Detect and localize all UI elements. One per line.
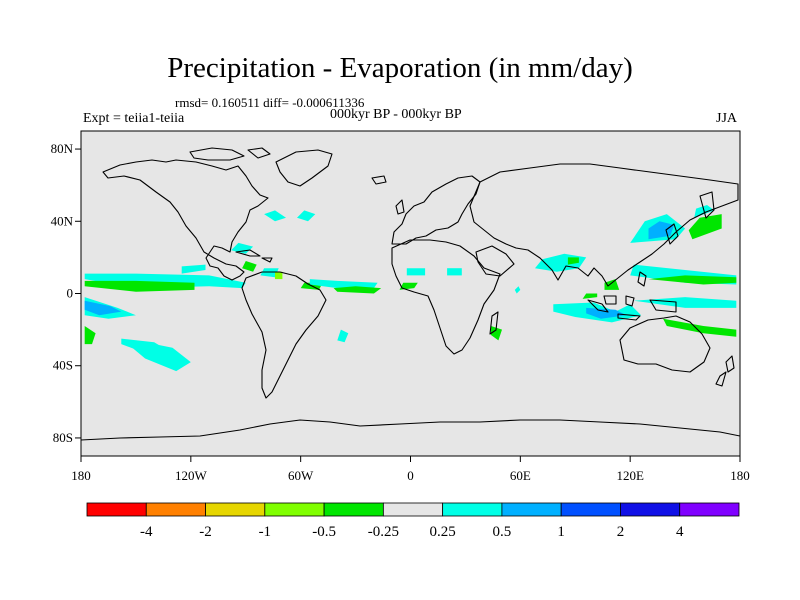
lon-tick-label: 120W [175,468,208,483]
colorbar-label: 4 [676,524,684,540]
longitude-axis: 180 120W 60W 0 60E 120E 180 [71,456,750,483]
coastline-japan [665,223,679,245]
coastline-north-america [102,159,269,281]
coastline-arctic-islands [189,147,271,161]
colorbar-label: -0.25 [368,524,399,540]
colorbar-swatch [264,502,325,517]
anomaly-patch [309,279,378,289]
anomaly-patch [242,261,257,272]
coastline-new-zealand [715,355,735,387]
period-label: 000kyr BP - 000kyr BP [330,107,462,122]
anomaly-patch [582,293,598,299]
season-label: JJA [716,111,738,126]
coastline-caribbean [235,249,273,263]
anomaly-patch [333,286,382,294]
lon-tick-label: 180 [730,468,750,483]
anomaly-patch [84,326,96,345]
anomaly-patch [84,280,195,292]
map-background [81,131,740,456]
colorbar-swatch [442,502,503,517]
anomaly-patch [586,307,627,319]
lon-tick-label: 0 [407,468,414,483]
coastline-africa [391,239,501,355]
colorbar-label: -4 [140,524,153,540]
colorbar-label: 0.5 [493,524,512,540]
anomaly-patch [181,264,206,274]
coastline-arabia [475,245,515,277]
coastline-layer [81,147,740,441]
anomaly-patch [264,210,286,222]
anomaly-patch [231,242,254,254]
lon-tick-label: 60W [288,468,314,483]
colorbar-swatch [323,502,384,517]
anomaly-patch [121,338,164,350]
colorbar-label: 2 [617,524,625,540]
coastline-iceland [371,175,387,185]
lon-tick-label: 120E [616,468,644,483]
lat-tick-label: 40S [53,358,73,373]
anomaly-patch [399,282,418,290]
anomaly-patch [567,257,579,265]
colorbar-swatch [620,502,681,517]
coastline-asia [469,163,739,287]
colorbar: -4 -2 -1 -0.5 -0.25 0.25 0.5 1 2 4 [86,502,740,540]
lon-tick-label: 60E [510,468,531,483]
anomaly-patch [84,300,122,316]
colorbar-swatch [382,502,444,517]
stats-label: rmsd= 0.160511 diff= -0.000611336 [175,95,365,110]
colorbar-label: 1 [557,524,565,540]
coastline-britain [395,199,405,215]
experiment-label: Expt = teiia1-teiia [83,111,185,126]
coastline-kamchatka [699,191,715,219]
colorbar-label: -1 [259,524,272,540]
lat-tick-label: 0 [67,286,74,301]
coastline-australia [619,315,711,373]
lon-tick-label: 180 [71,468,91,483]
colorbar-swatch [679,502,740,517]
anomaly-patch [688,214,722,240]
anomaly-patch [447,268,462,276]
latitude-axis: 80N 40N 0 40S 80S [51,141,81,445]
colorbar-label: -2 [199,524,212,540]
lat-tick-label: 80N [51,141,74,156]
colorbar-swatch [560,502,621,517]
anomaly-patch [491,326,502,341]
lat-tick-label: 80S [53,430,73,445]
anomaly-patch [514,286,521,294]
lat-tick-label: 40N [51,213,74,228]
anomaly-layer [84,205,737,372]
coastline-greenland [275,149,333,187]
coastline-south-america [241,271,327,399]
anomaly-patch [337,329,349,343]
anomaly-patch [297,210,316,222]
coastline-madagascar [489,311,499,335]
colorbar-swatch [145,502,206,517]
anomaly-patch [260,268,279,278]
anomaly-patch [663,318,737,337]
anomaly-patch [633,297,737,308]
colorbar-swatch [86,502,147,517]
page-title: Precipitation - Evaporation (in mm/day) [167,52,633,84]
colorbar-label: 0.25 [430,524,456,540]
coastline-indonesia [587,271,677,321]
coastline-antarctica [81,419,740,441]
colorbar-label: -0.5 [312,524,336,540]
anomaly-patch [604,279,620,290]
anomaly-patch [406,268,426,276]
anomaly-patch [275,271,283,280]
colorbar-swatch [501,502,562,517]
colorbar-swatch [205,502,266,517]
anomaly-patch [648,275,737,285]
